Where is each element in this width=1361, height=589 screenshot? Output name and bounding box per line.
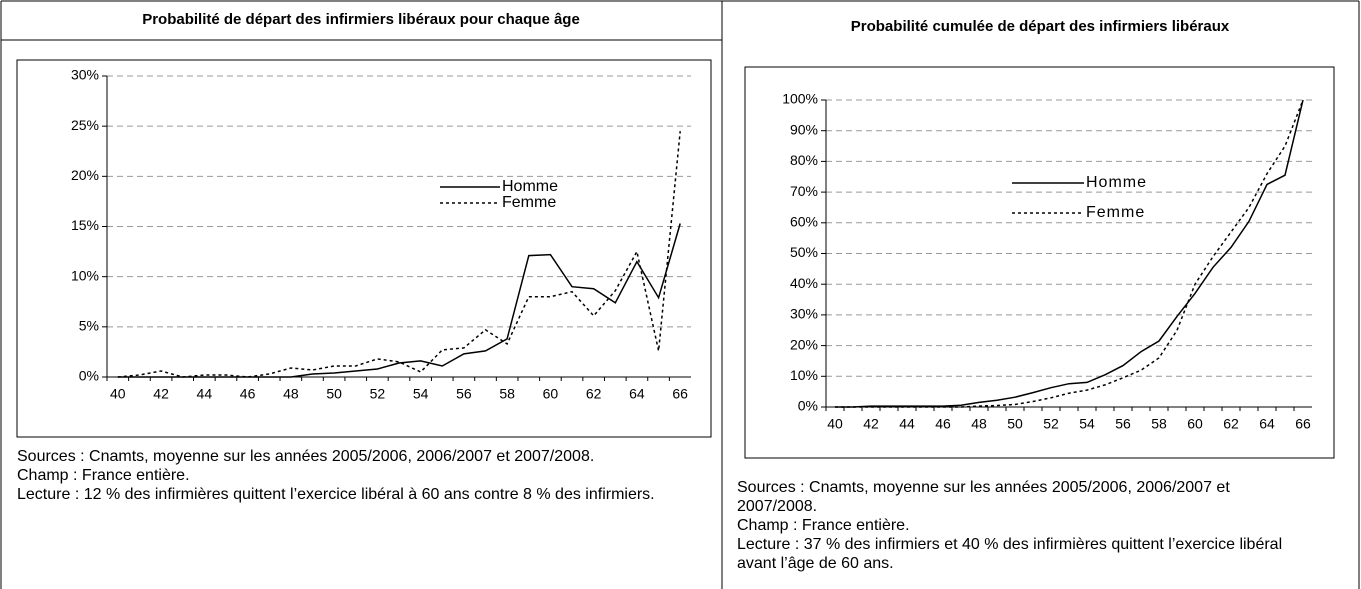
y-tick-label: 50% [790, 244, 818, 260]
x-tick-label: 48 [971, 416, 987, 432]
x-tick-label: 52 [370, 386, 386, 402]
y-tick-label: 10% [71, 267, 99, 283]
y-tick-label: 100% [782, 91, 818, 107]
y-tick-label: 60% [790, 214, 818, 230]
x-tick-label: 58 [499, 386, 515, 402]
legend-label: Homme [1086, 174, 1147, 191]
x-tick-label: 56 [1115, 416, 1131, 432]
y-tick-label: 80% [790, 152, 818, 168]
y-tick-label: 30% [71, 67, 99, 83]
y-tick-label: 25% [71, 117, 99, 133]
chart-title: Probabilité de départ des infirmiers lib… [142, 11, 580, 28]
series-line [117, 223, 681, 378]
note: Sources : Cnamts, moyenne sur les années… [737, 479, 1230, 515]
x-tick-label: 50 [1007, 416, 1023, 432]
notes: Sources : Cnamts, moyenne sur les années… [17, 447, 707, 504]
y-tick-label: 5% [79, 318, 99, 334]
series-line [835, 99, 1304, 408]
x-tick-label: 60 [543, 386, 559, 402]
legend-label: Femme [1086, 204, 1145, 221]
x-tick-label: 58 [1151, 416, 1167, 432]
note: Champ : France entière. [17, 467, 190, 484]
x-tick-label: 64 [1259, 416, 1275, 432]
y-tick-label: 30% [790, 306, 818, 322]
x-tick-label: 46 [240, 386, 256, 402]
note: Lecture : 12 % des infirmières quittent … [17, 486, 655, 503]
chart-box [744, 66, 1335, 459]
legend-label: Femme [502, 194, 556, 211]
note: Lecture : 37 % des infirmiers et 40 % de… [737, 536, 1283, 572]
x-tick-label: 64 [629, 386, 645, 402]
x-tick-label: 62 [1223, 416, 1239, 432]
chart-box [16, 59, 712, 438]
x-tick-label: 44 [899, 416, 915, 432]
y-tick-label: 70% [790, 183, 818, 199]
legend-label: Homme [502, 178, 558, 195]
x-tick-label: 42 [153, 386, 169, 402]
series-line [835, 99, 1304, 408]
y-tick-label: 20% [71, 167, 99, 183]
y-tick-label: 20% [790, 336, 818, 352]
y-tick-label: 15% [71, 217, 99, 233]
x-tick-label: 52 [1043, 416, 1059, 432]
x-tick-label: 54 [413, 386, 429, 402]
y-tick-label: 0% [79, 368, 99, 384]
x-tick-label: 62 [586, 386, 602, 402]
series-line [117, 131, 681, 378]
x-tick-label: 66 [672, 386, 688, 402]
notes: Sources : Cnamts, moyenne sur les années… [737, 478, 1297, 573]
y-tick-label: 40% [790, 275, 818, 291]
x-tick-label: 46 [935, 416, 951, 432]
x-tick-label: 56 [456, 386, 472, 402]
x-tick-label: 42 [863, 416, 879, 432]
note: Champ : France entière. [737, 517, 910, 534]
x-tick-label: 54 [1079, 416, 1095, 432]
x-tick-label: 40 [110, 386, 126, 402]
x-tick-label: 60 [1187, 416, 1203, 432]
x-tick-label: 48 [283, 386, 299, 402]
y-tick-label: 10% [790, 367, 818, 383]
x-tick-label: 40 [827, 416, 843, 432]
note: Sources : Cnamts, moyenne sur les années… [17, 448, 595, 465]
x-tick-label: 50 [326, 386, 342, 402]
y-tick-label: 0% [798, 398, 818, 414]
x-tick-label: 44 [197, 386, 213, 402]
chart-title: Probabilité cumulée de départ des infirm… [851, 18, 1230, 35]
x-tick-label: 66 [1295, 416, 1311, 432]
y-tick-label: 90% [790, 121, 818, 137]
